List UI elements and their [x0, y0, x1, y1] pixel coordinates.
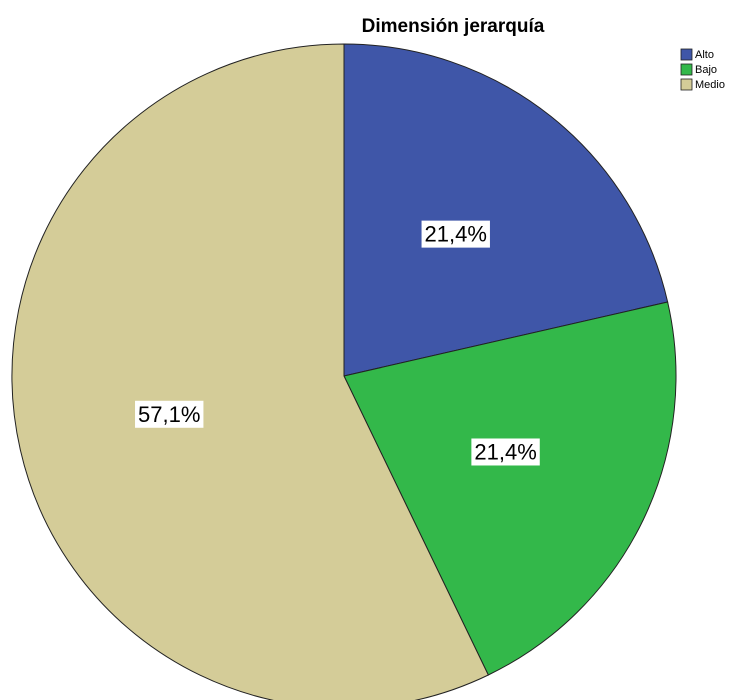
pie-slice: [343, 301, 677, 676]
labels: 21,4% 21,4% 57,1%: [135, 220, 540, 466]
value-label: 57,1%: [138, 402, 200, 427]
pie-slice: [11, 43, 489, 700]
legend-label: Bajo: [695, 64, 717, 76]
label-background: [421, 220, 490, 248]
label-background: [471, 438, 540, 466]
slices: [11, 43, 677, 700]
legend: Alto Bajo Medio: [680, 48, 725, 91]
legend-label: Medio: [695, 79, 725, 91]
chart-title: Dimensión jerarquía: [362, 16, 545, 37]
pie-slice: [343, 43, 669, 377]
value-label: 21,4%: [425, 222, 487, 247]
legend-swatch: [680, 78, 693, 91]
legend-label: Alto: [695, 49, 714, 61]
label-background: [135, 400, 204, 428]
legend-swatch: [680, 63, 693, 76]
legend-swatch: [680, 48, 693, 61]
value-label: 21,4%: [474, 439, 536, 464]
